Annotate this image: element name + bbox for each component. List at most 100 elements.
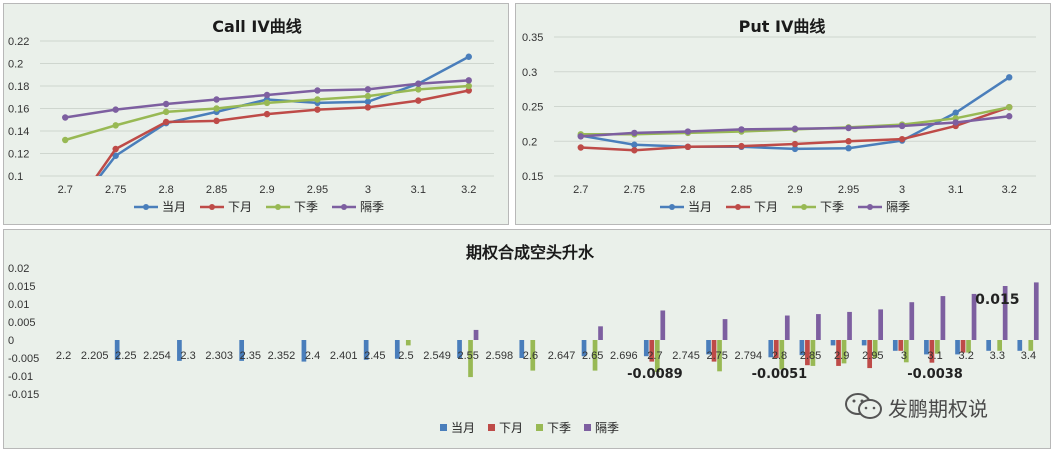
x-tick-label: 2.9 xyxy=(834,350,849,362)
data-point xyxy=(898,122,906,130)
data-point xyxy=(314,96,321,103)
legend-label: 当月 xyxy=(688,200,712,214)
y-tick-label: 0.14 xyxy=(8,126,29,138)
legend-label: 隔季 xyxy=(360,200,384,214)
bar-下季 xyxy=(405,340,411,346)
data-point xyxy=(845,145,852,152)
bar-下季 xyxy=(592,340,598,371)
series-line-下月 xyxy=(95,89,470,176)
legend-marker xyxy=(341,204,347,210)
data-point xyxy=(364,104,372,111)
y-tick-label: 0.01 xyxy=(8,299,29,311)
bar-下季 xyxy=(654,340,660,373)
bar-当月 xyxy=(986,340,992,351)
data-point xyxy=(791,140,799,148)
data-point xyxy=(415,86,422,93)
y-tick-label: 0.22 xyxy=(8,36,29,48)
y-tick-label: 0.2 xyxy=(522,136,537,148)
x-tick-label: 3.1 xyxy=(948,184,963,196)
x-tick-label: 2.65 xyxy=(582,350,603,362)
data-point xyxy=(415,97,422,104)
data-point xyxy=(263,99,271,107)
bar-隔季 xyxy=(1002,286,1008,340)
x-tick-label: 3 xyxy=(901,350,907,362)
bar-当月 xyxy=(114,340,120,360)
x-tick-label: 3 xyxy=(365,184,371,196)
data-point xyxy=(213,96,220,103)
data-point xyxy=(1006,74,1013,81)
data-point xyxy=(1006,113,1013,120)
x-tick-label: 2.794 xyxy=(735,350,763,362)
bar-隔季 xyxy=(473,329,479,340)
x-tick-label: 2.598 xyxy=(486,350,514,362)
bar-下季 xyxy=(530,340,536,371)
data-point xyxy=(631,129,638,137)
bar-当月 xyxy=(799,340,805,356)
x-tick-label: 3 xyxy=(899,184,905,196)
legend-label: 下季 xyxy=(294,200,318,214)
x-tick-label: 3.2 xyxy=(1002,184,1017,196)
chart-title: 期权合成空头升水 xyxy=(466,243,595,262)
bar-下季 xyxy=(779,340,785,370)
y-tick-label: 0.2 xyxy=(8,59,23,71)
x-tick-label: 2.2 xyxy=(56,350,71,362)
bar-下月 xyxy=(773,340,779,358)
y-tick-label: 0.35 xyxy=(522,32,543,44)
bar-隔季 xyxy=(660,310,666,340)
data-point xyxy=(465,77,472,84)
x-tick-label: 2.8 xyxy=(772,350,787,362)
data-point xyxy=(112,145,119,153)
x-tick-label: 2.352 xyxy=(268,350,296,362)
bar-隔季 xyxy=(909,302,915,340)
x-tick-label: 3.3 xyxy=(990,350,1005,362)
data-point xyxy=(364,86,372,93)
bar-当月 xyxy=(239,340,245,361)
data-point xyxy=(263,91,271,99)
bar-隔季 xyxy=(847,311,852,340)
x-tick-label: 3.1 xyxy=(411,184,426,196)
x-tick-label: 2.8 xyxy=(680,184,695,196)
legend-marker xyxy=(275,204,281,210)
x-tick-label: 2.8 xyxy=(158,184,173,196)
data-label: 0.015 xyxy=(975,292,1019,308)
legend-label: 下月 xyxy=(754,200,778,214)
data-point xyxy=(738,142,745,150)
bar-下月 xyxy=(649,340,655,362)
x-tick-label: 2.205 xyxy=(81,350,109,362)
bar-下月 xyxy=(867,340,873,369)
x-tick-label: 2.401 xyxy=(330,350,358,362)
x-tick-label: 2.45 xyxy=(364,350,385,362)
x-tick-label: 2.4 xyxy=(305,350,320,362)
chart-title: Call IV曲线 xyxy=(212,17,301,36)
x-tick-label: 3.1 xyxy=(927,350,942,362)
x-tick-label: 2.75 xyxy=(706,350,727,362)
data-point xyxy=(465,87,472,94)
bar-下月 xyxy=(898,340,904,351)
x-tick-label: 2.745 xyxy=(672,350,700,362)
bar-隔季 xyxy=(1033,282,1039,340)
x-tick-label: 2.55 xyxy=(457,350,478,362)
x-tick-label: 2.9 xyxy=(259,184,274,196)
bar-当月 xyxy=(457,340,462,358)
data-label: -0.0051 xyxy=(752,367,808,382)
y-tick-label: 0.3 xyxy=(522,67,537,79)
data-point xyxy=(845,124,852,132)
legend-marker xyxy=(209,204,215,210)
bar-隔季 xyxy=(722,319,728,340)
x-tick-label: 2.696 xyxy=(610,350,638,362)
data-point xyxy=(112,122,119,129)
bar-隔季 xyxy=(816,314,821,340)
data-point xyxy=(465,53,472,60)
legend-label: 隔季 xyxy=(886,200,910,214)
y-tick-label: 0.005 xyxy=(8,317,36,329)
data-point xyxy=(684,128,692,135)
x-tick-label: 2.7 xyxy=(58,184,73,196)
x-tick-label: 2.647 xyxy=(548,350,576,362)
x-tick-label: 2.95 xyxy=(862,350,883,362)
y-tick-label: 0.015 xyxy=(8,281,36,293)
bar-隔季 xyxy=(784,315,790,340)
y-tick-label: 0.12 xyxy=(8,149,29,161)
bar-当月 xyxy=(394,340,400,359)
data-point xyxy=(62,114,69,121)
legend-marker xyxy=(143,204,149,210)
